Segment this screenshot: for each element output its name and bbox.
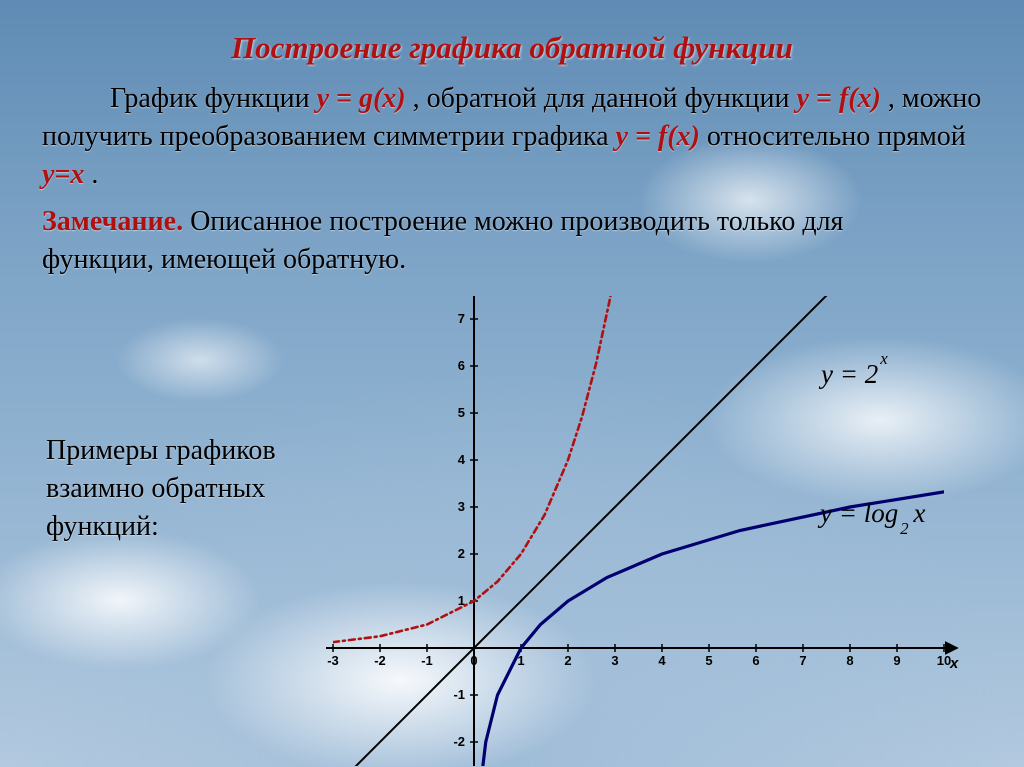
svg-text:-3: -3 xyxy=(327,653,339,668)
paragraph-main: График функции y = g(x) , обратной для д… xyxy=(42,80,982,193)
svg-text:6: 6 xyxy=(458,358,465,373)
svg-text:-1: -1 xyxy=(421,653,433,668)
text: График функции xyxy=(110,83,317,114)
slide: Построение графика обратной функции Граф… xyxy=(0,0,1024,767)
svg-text:5: 5 xyxy=(458,405,465,420)
svg-text:2: 2 xyxy=(564,653,571,668)
inverse-functions-chart: -3-2-1012345678910-3-2-112345678910yx y … xyxy=(326,296,996,766)
note-label: Замечание. xyxy=(42,206,183,237)
slide-title: Построение графика обратной функции xyxy=(42,30,982,66)
svg-text:-1: -1 xyxy=(453,687,465,702)
paragraph-note: Замечание. Описанное построение можно пр… xyxy=(42,203,942,279)
text: относительно прямой xyxy=(707,121,966,152)
svg-text:x: x xyxy=(949,655,959,672)
equation-f2: y = f(x) xyxy=(616,121,700,152)
text: . xyxy=(91,159,98,190)
svg-text:5: 5 xyxy=(705,653,712,668)
svg-text:9: 9 xyxy=(893,653,900,668)
equation-yx: y=x xyxy=(42,159,84,190)
svg-text:7: 7 xyxy=(799,653,806,668)
side-caption: Примеры графиков взаимно обратных функци… xyxy=(46,432,366,545)
svg-text:4: 4 xyxy=(658,653,666,668)
svg-text:3: 3 xyxy=(458,499,465,514)
svg-text:-2: -2 xyxy=(374,653,386,668)
curve-label-log: y = log2 x xyxy=(820,498,925,533)
curve-label-exp: y = 2x xyxy=(821,358,886,390)
svg-text:4: 4 xyxy=(458,452,466,467)
svg-text:2: 2 xyxy=(458,546,465,561)
equation-g: y = g(x) xyxy=(317,83,406,114)
svg-text:6: 6 xyxy=(752,653,759,668)
svg-text:3: 3 xyxy=(611,653,618,668)
equation-f1: y = f(x) xyxy=(796,83,880,114)
svg-text:8: 8 xyxy=(846,653,853,668)
svg-text:0: 0 xyxy=(470,653,477,668)
text: , обратной для данной функции xyxy=(413,83,797,114)
svg-text:7: 7 xyxy=(458,311,465,326)
svg-text:-2: -2 xyxy=(453,734,465,749)
